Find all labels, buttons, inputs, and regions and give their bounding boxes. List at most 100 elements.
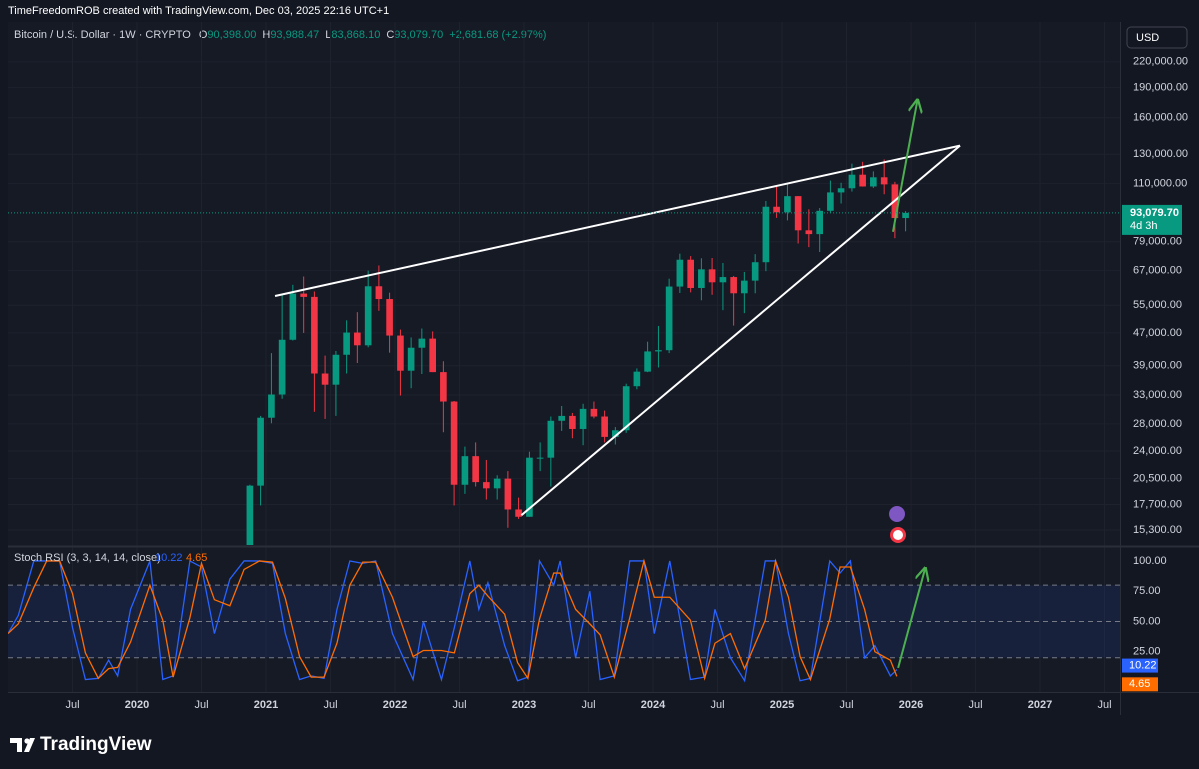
candle-body xyxy=(440,372,447,402)
countdown: 4d 3h xyxy=(1130,220,1158,232)
y-tick-label: 100.00 xyxy=(1133,555,1167,567)
candle-body xyxy=(268,394,275,418)
candle-body xyxy=(698,269,705,288)
candle-body xyxy=(246,485,254,545)
drawing-arrow xyxy=(897,568,925,669)
candle-body xyxy=(504,478,512,510)
candle-body xyxy=(397,335,404,371)
candle-body xyxy=(493,478,501,489)
y-tick-label: 25.00 xyxy=(1133,646,1161,658)
candle-body xyxy=(665,286,673,351)
stoch-pane xyxy=(8,558,1120,683)
candle-body xyxy=(375,286,383,300)
y-tick-label: 190,000.00 xyxy=(1133,81,1188,93)
candle-body xyxy=(321,373,329,385)
y-tick-label: 28,000.00 xyxy=(1133,418,1182,430)
ohlc-value: 83,868.10 xyxy=(331,29,380,41)
candle-body xyxy=(601,416,608,437)
y-tick-label: 75.00 xyxy=(1133,585,1161,597)
candle-body xyxy=(590,408,598,417)
candle-body xyxy=(848,174,856,189)
value-label: 4.65 xyxy=(1129,678,1150,690)
x-tick-label: 2021 xyxy=(254,699,278,711)
candle-body xyxy=(579,408,587,429)
brand: TradingView xyxy=(40,734,152,755)
candle-body xyxy=(536,457,544,459)
candle-body xyxy=(719,277,727,283)
candle-body xyxy=(676,259,684,287)
candle-body xyxy=(569,415,576,429)
x-tick-label: Jul xyxy=(452,699,466,711)
x-tick-label: Jul xyxy=(65,699,79,711)
currency[interactable]: USD xyxy=(1136,32,1159,44)
candle-body xyxy=(364,286,372,346)
candle-body xyxy=(450,401,458,485)
candle-body xyxy=(902,212,909,219)
drawing-arrow xyxy=(891,100,918,232)
y-tick-label: 15,300.00 xyxy=(1133,524,1182,536)
legend-value: 10.22 xyxy=(155,552,183,564)
candle-body xyxy=(784,196,791,213)
value-label: 10.22 xyxy=(1129,659,1157,671)
candle-body xyxy=(880,177,888,185)
candle-body xyxy=(311,296,318,374)
candle-body xyxy=(773,206,780,213)
x-tick-label: 2022 xyxy=(383,699,407,711)
y-tick-label: 39,000.00 xyxy=(1133,360,1182,372)
candle-body xyxy=(816,210,824,235)
stoch-line xyxy=(8,558,898,683)
candle-body xyxy=(655,350,662,352)
drawing-line xyxy=(274,144,961,297)
x-tick-label: 2023 xyxy=(512,699,536,711)
candle-body xyxy=(805,230,813,235)
candle-body xyxy=(300,293,307,297)
x-tick-label: 2026 xyxy=(899,699,923,711)
y-tick-label: 17,700.00 xyxy=(1133,498,1182,510)
ohlc-key: O xyxy=(199,29,208,41)
candle-body xyxy=(633,371,641,387)
candle-body xyxy=(332,354,340,385)
y-tick-label: 20,500.00 xyxy=(1133,473,1182,485)
last-price-label: 93,079.70 xyxy=(1130,207,1179,219)
y-tick-label: 47,000.00 xyxy=(1133,327,1182,339)
y-tick-label: 50.00 xyxy=(1133,615,1161,627)
x-tick-label: 2024 xyxy=(641,699,666,711)
candle-body xyxy=(730,277,737,294)
candle-body xyxy=(859,174,866,187)
ohlc-value: 90,398.00 xyxy=(207,29,256,41)
y-tick-label: 110,000.00 xyxy=(1133,177,1187,189)
plot-area xyxy=(8,22,1120,692)
candle-body xyxy=(708,269,716,283)
y-tick-label: 33,000.00 xyxy=(1133,389,1182,401)
candle-body xyxy=(741,280,748,294)
currency-button[interactable] xyxy=(1126,26,1188,49)
candle-body xyxy=(407,347,415,371)
candle-body xyxy=(526,457,533,517)
candle-body xyxy=(751,262,759,281)
symbol: Bitcoin / U.S. Dollar · 1W · CRYPTO xyxy=(14,29,191,41)
candle-body xyxy=(472,456,479,483)
x-tick-label: Jul xyxy=(323,699,337,711)
x-tick-label: Jul xyxy=(839,699,853,711)
price-pane xyxy=(8,61,1120,545)
y-tick-label: 130,000.00 xyxy=(1133,148,1188,160)
candle-body xyxy=(386,299,393,336)
candle-body xyxy=(289,293,297,340)
event-icons xyxy=(889,506,906,543)
candle-body xyxy=(483,482,490,489)
y-tick-label: 79,000.00 xyxy=(1133,236,1182,248)
x-tick-label: Jul xyxy=(710,699,724,711)
change: +2,681.68 (+2.97%) xyxy=(449,29,546,41)
candle-body xyxy=(622,386,630,431)
candle-body xyxy=(762,206,770,263)
x-tick-label: Jul xyxy=(968,699,982,711)
ohlc-value: 93,988.47 xyxy=(270,29,319,41)
legend-value: 4.65 xyxy=(186,552,207,564)
credit: TimeFreedomROB created with TradingView.… xyxy=(8,5,389,17)
x-tick-label: 2020 xyxy=(125,699,149,711)
stoch-title: Stoch RSI (3, 3, 14, 14, close) xyxy=(14,552,161,564)
candle-body xyxy=(515,509,522,517)
y-tick-label: 220,000.00 xyxy=(1133,56,1188,68)
candle-body xyxy=(429,338,436,373)
icon[interactable] xyxy=(889,506,905,522)
